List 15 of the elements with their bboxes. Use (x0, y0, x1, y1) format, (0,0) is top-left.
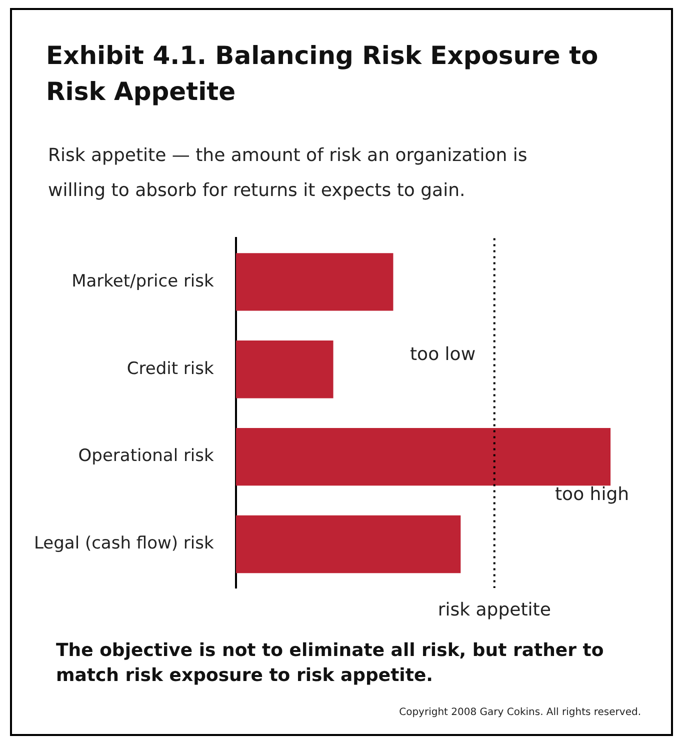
annotation: too low (410, 344, 476, 365)
y-tick-label: Credit risk (126, 358, 214, 379)
chart-subtitle: Risk appetite — the amount of risk an organization is willing to absorb for returns it expects to gain. (48, 144, 528, 203)
bar (236, 515, 461, 574)
y-tick-label: Operational risk (78, 446, 214, 466)
chart-title: Exhibit 4.1. Balancing Risk Exposure to Risk Appetite (46, 40, 600, 108)
bar (236, 428, 611, 486)
bar (236, 253, 394, 311)
text: The objective is not to eliminate all risk, but rather to match risk exposure to risk appetite. (56, 639, 605, 688)
y-tick-label: Market/price risk (72, 271, 214, 292)
annotation: too high (555, 484, 630, 505)
text: Copyright 2008 Gary Cokins. All rights reserved. (399, 707, 641, 718)
bar (236, 340, 334, 398)
ref-line-label: risk appetite (438, 600, 551, 621)
y-tick-label: Legal (cash flow) risk (34, 534, 214, 554)
